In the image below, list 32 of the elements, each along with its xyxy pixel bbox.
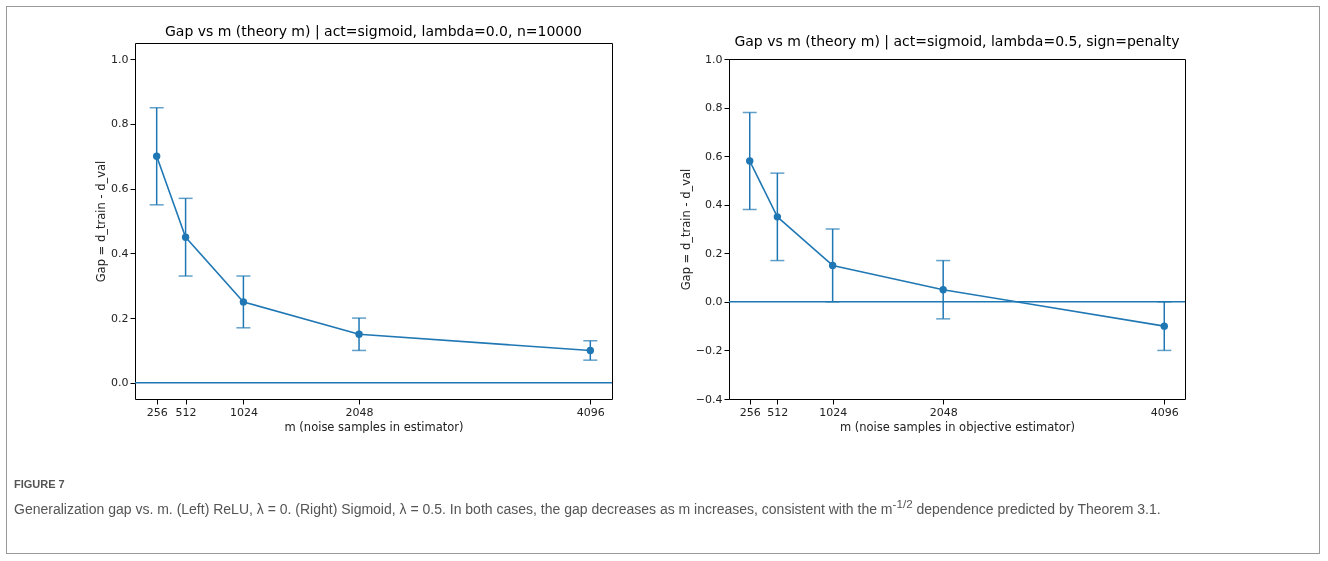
y-tick-label: 0.6	[111, 182, 129, 196]
y-tick-label: −0.2	[695, 343, 723, 357]
x-tick-label: 2048	[345, 405, 374, 419]
x-tick-label: 512	[175, 405, 197, 419]
y-tick-label: 1.0	[705, 52, 723, 66]
x-tick-label: 256	[146, 405, 168, 419]
x-tick-label: 2048	[929, 405, 958, 419]
x-axis-title: m (noise samples in objective estimator)	[839, 419, 1076, 434]
x-tick-label: 512	[767, 405, 789, 419]
y-axis-title: Gap = d_train - d_val	[678, 168, 693, 291]
y-tick-label: 0.4	[705, 198, 723, 212]
y-tick-label: −0.4	[695, 392, 723, 406]
x-tick-label: 4096	[576, 405, 605, 419]
y-tick-label: 0.4	[111, 246, 129, 260]
y-tick-label: 0.2	[111, 311, 129, 325]
y-tick-label: 0.0	[705, 295, 723, 309]
x-tick-label: 1024	[819, 405, 848, 419]
x-tick-label: 256	[739, 405, 761, 419]
x-tick-label: 1024	[229, 405, 258, 419]
caption: FIGURE 7	[14, 478, 66, 490]
chart-title: Gap vs m (theory m) | act=sigmoid, lambda=0.0, n=10000	[164, 23, 583, 40]
y-tick-label: 0.8	[111, 117, 129, 131]
x-axis-title: m (noise samples in estimator)	[284, 419, 464, 434]
y-tick-label: 1.0	[111, 52, 129, 66]
y-tick-label: 0.2	[705, 246, 723, 260]
chart-title: Gap vs m (theory m) | act=sigmoid, lambda=0.5, sign=penalty	[734, 33, 1180, 50]
y-tick-label: 0.6	[705, 149, 723, 163]
text: Generalization gap vs. m. (Left) ReLU, λ = 0. (Right) Sigmoid, λ = 0.5. In both cases, the gap decreases as m increases, consistent with the m$^{-1/2}$ dependence predicted by Theorem 3.1.	[14, 496, 1162, 519]
x-tick-label: 4096	[1150, 405, 1179, 419]
y-axis-title: Gap = d_train - d_val	[94, 160, 109, 283]
y-tick-label: 0.0	[111, 376, 129, 390]
y-tick-label: 0.8	[705, 101, 723, 115]
